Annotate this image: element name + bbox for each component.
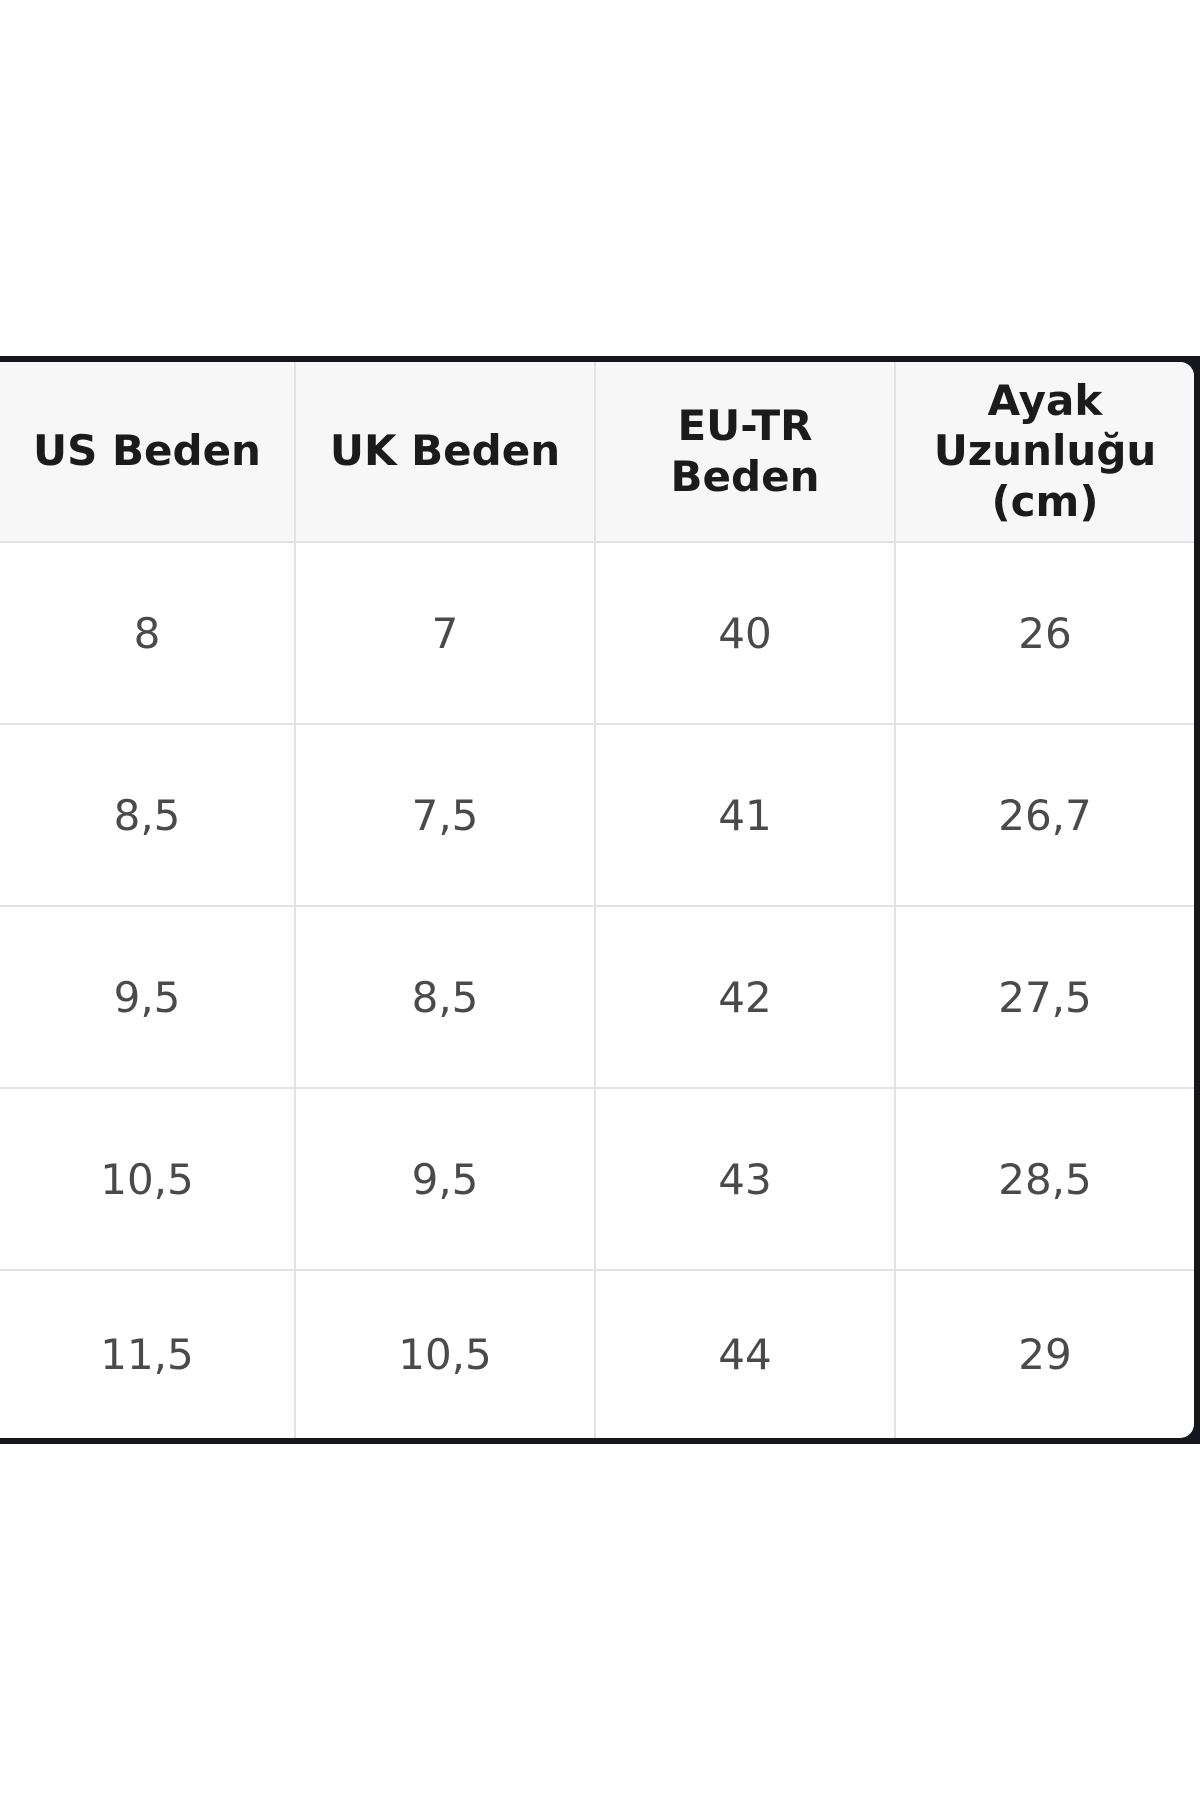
- table-cell-text: 29: [1018, 1330, 1072, 1379]
- table-cell: 7,5: [296, 725, 596, 907]
- table-cell: 9,5: [296, 1089, 596, 1271]
- table-cell-text: 43: [718, 1154, 772, 1204]
- header-cell: EU-TR Beden: [596, 362, 896, 543]
- table-cell: 44: [596, 1271, 896, 1438]
- table-cell: 9,5: [0, 907, 296, 1089]
- table-cell: 29: [896, 1271, 1194, 1438]
- table-cell-text: 26: [1018, 608, 1072, 658]
- table-cell: 41: [596, 725, 896, 907]
- table-cell: 10,5: [296, 1271, 596, 1438]
- table-cell: 27,5: [896, 907, 1194, 1089]
- header-cell-text: US Beden: [33, 426, 261, 476]
- table-cell-text: 8,5: [411, 972, 479, 1022]
- table-cell-text: 9,5: [411, 1154, 479, 1204]
- table-cell-text: 8,5: [113, 790, 181, 840]
- table-cell: 26,7: [896, 725, 1194, 907]
- table-cell-text: 44: [718, 1330, 772, 1379]
- table-cell-text: 40: [718, 608, 772, 658]
- table-cell: 10,5: [0, 1089, 296, 1271]
- table-cell-text: 7,5: [411, 790, 479, 840]
- table-cell: 43: [596, 1089, 896, 1271]
- header-cell-text: Ayak Uzunluğu (cm): [933, 375, 1157, 526]
- table-cell: 40: [596, 543, 896, 725]
- table-cell-text: 8: [133, 608, 161, 658]
- frame: US Beden UK Beden EU-TR Beden Ayak Uzunluğu…: [0, 356, 1200, 1444]
- table-cell: 8,5: [296, 907, 596, 1089]
- table-cell: 8,5: [0, 725, 296, 907]
- table-cell: 8: [0, 543, 296, 725]
- header-cell: US Beden: [0, 362, 296, 543]
- table-cell-text: 27,5: [998, 972, 1092, 1022]
- header-cell-text: UK Beden: [329, 426, 561, 476]
- table-cell-text: 10,5: [100, 1154, 194, 1204]
- table-cell: 7: [296, 543, 596, 725]
- table-cell-text: 10,5: [398, 1330, 492, 1379]
- table-cell: 28,5: [896, 1089, 1194, 1271]
- table-cell-text: 28,5: [998, 1154, 1092, 1204]
- header-cell-text: EU-TR Beden: [670, 401, 820, 501]
- header-cell: Ayak Uzunluğu (cm): [896, 362, 1194, 543]
- table-cell-text: 7: [431, 608, 459, 658]
- size-table-card: US Beden UK Beden EU-TR Beden Ayak Uzunluğu…: [0, 362, 1194, 1438]
- table-cell: 26: [896, 543, 1194, 725]
- header-cell: UK Beden: [296, 362, 596, 543]
- size-table: US Beden UK Beden EU-TR Beden Ayak Uzunluğu…: [0, 362, 1194, 1438]
- table-cell-text: 42: [718, 972, 772, 1022]
- table-cell-text: 41: [718, 790, 772, 840]
- table-cell-text: 26,7: [998, 790, 1092, 840]
- table-cell-text: 11,5: [100, 1330, 194, 1379]
- table-cell-text: 9,5: [113, 972, 181, 1022]
- table-cell: 42: [596, 907, 896, 1089]
- table-cell: 11,5: [0, 1271, 296, 1438]
